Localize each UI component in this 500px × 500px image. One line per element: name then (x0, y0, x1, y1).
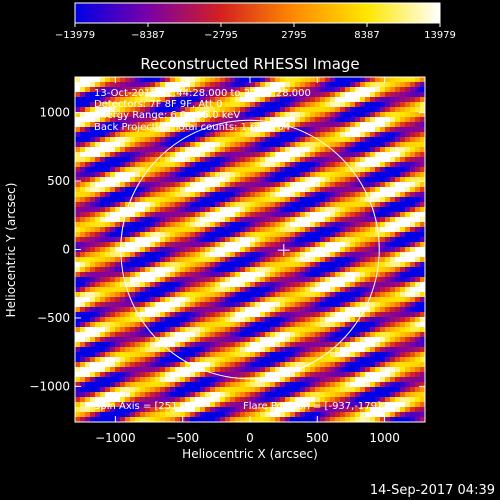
footer-timestamp: 14-Sep-2017 04:39 (370, 483, 495, 498)
annotation-line: Back Projection Total counts: 1.68E+04 (94, 122, 290, 133)
y-tick-label: −500 (37, 311, 70, 325)
y-axis-label: Heliocentric Y (arcsec) (4, 183, 18, 318)
colorbar-tick-label: −13979 (55, 30, 95, 41)
x-tick-label: −1000 (95, 431, 136, 445)
annotation-line: Energy Range: 6.0 - 25.0 keV (94, 110, 240, 121)
annotation-block: 13-Oct-2015 22:44:28.000 to 22:54:28.000… (94, 88, 311, 133)
plot-area (74, 76, 426, 423)
chart-title: Reconstructed RHESSI Image (140, 55, 359, 73)
y-tick-label: 500 (47, 174, 70, 188)
colorbar-gradient (74, 2, 441, 24)
y-tick-label: 0 (62, 243, 70, 257)
colorbar-tick-label: −2795 (204, 30, 238, 41)
annotation-line: 13-Oct-2015 22:44:28.000 to 22:54:28.000 (94, 88, 311, 99)
heatmap-image (75, 77, 425, 422)
solar-limb-circle (120, 119, 380, 380)
x-axis-label: Heliocentric X (arcsec) (182, 447, 318, 461)
y-tick-label: 1000 (39, 106, 70, 120)
x-tick-label: 500 (306, 431, 329, 445)
spin-axis-marker (277, 244, 290, 257)
x-tick-label: 1000 (369, 431, 400, 445)
colorbar-ticks: −13979 −8387 −2795 2795 8387 13979 (55, 23, 456, 41)
x-tick-label: 0 (246, 431, 254, 445)
annotation-line: Detectors: 7F 8F 9F, Att 0 (94, 99, 222, 110)
x-tick-label: −500 (166, 431, 199, 445)
colorbar-tick-label: 2795 (281, 30, 306, 41)
y-tick-label: −1000 (29, 379, 70, 393)
spin-axis-label: Spin Axis = [251,-5] (94, 401, 195, 412)
x-axis: −1000 −500 0 500 1000 (95, 77, 400, 445)
colorbar-tick-label: −8387 (131, 30, 165, 41)
colorbar-tick-label: 13979 (424, 30, 456, 41)
colorbar-tick-label: 8387 (354, 30, 379, 41)
y-axis: −1000 −500 0 500 1000 (29, 106, 425, 393)
colorbar: −13979 −8387 −2795 2795 8387 13979 (55, 2, 456, 41)
flare-position-label: Flare Position = [-937,-179] (243, 401, 381, 412)
